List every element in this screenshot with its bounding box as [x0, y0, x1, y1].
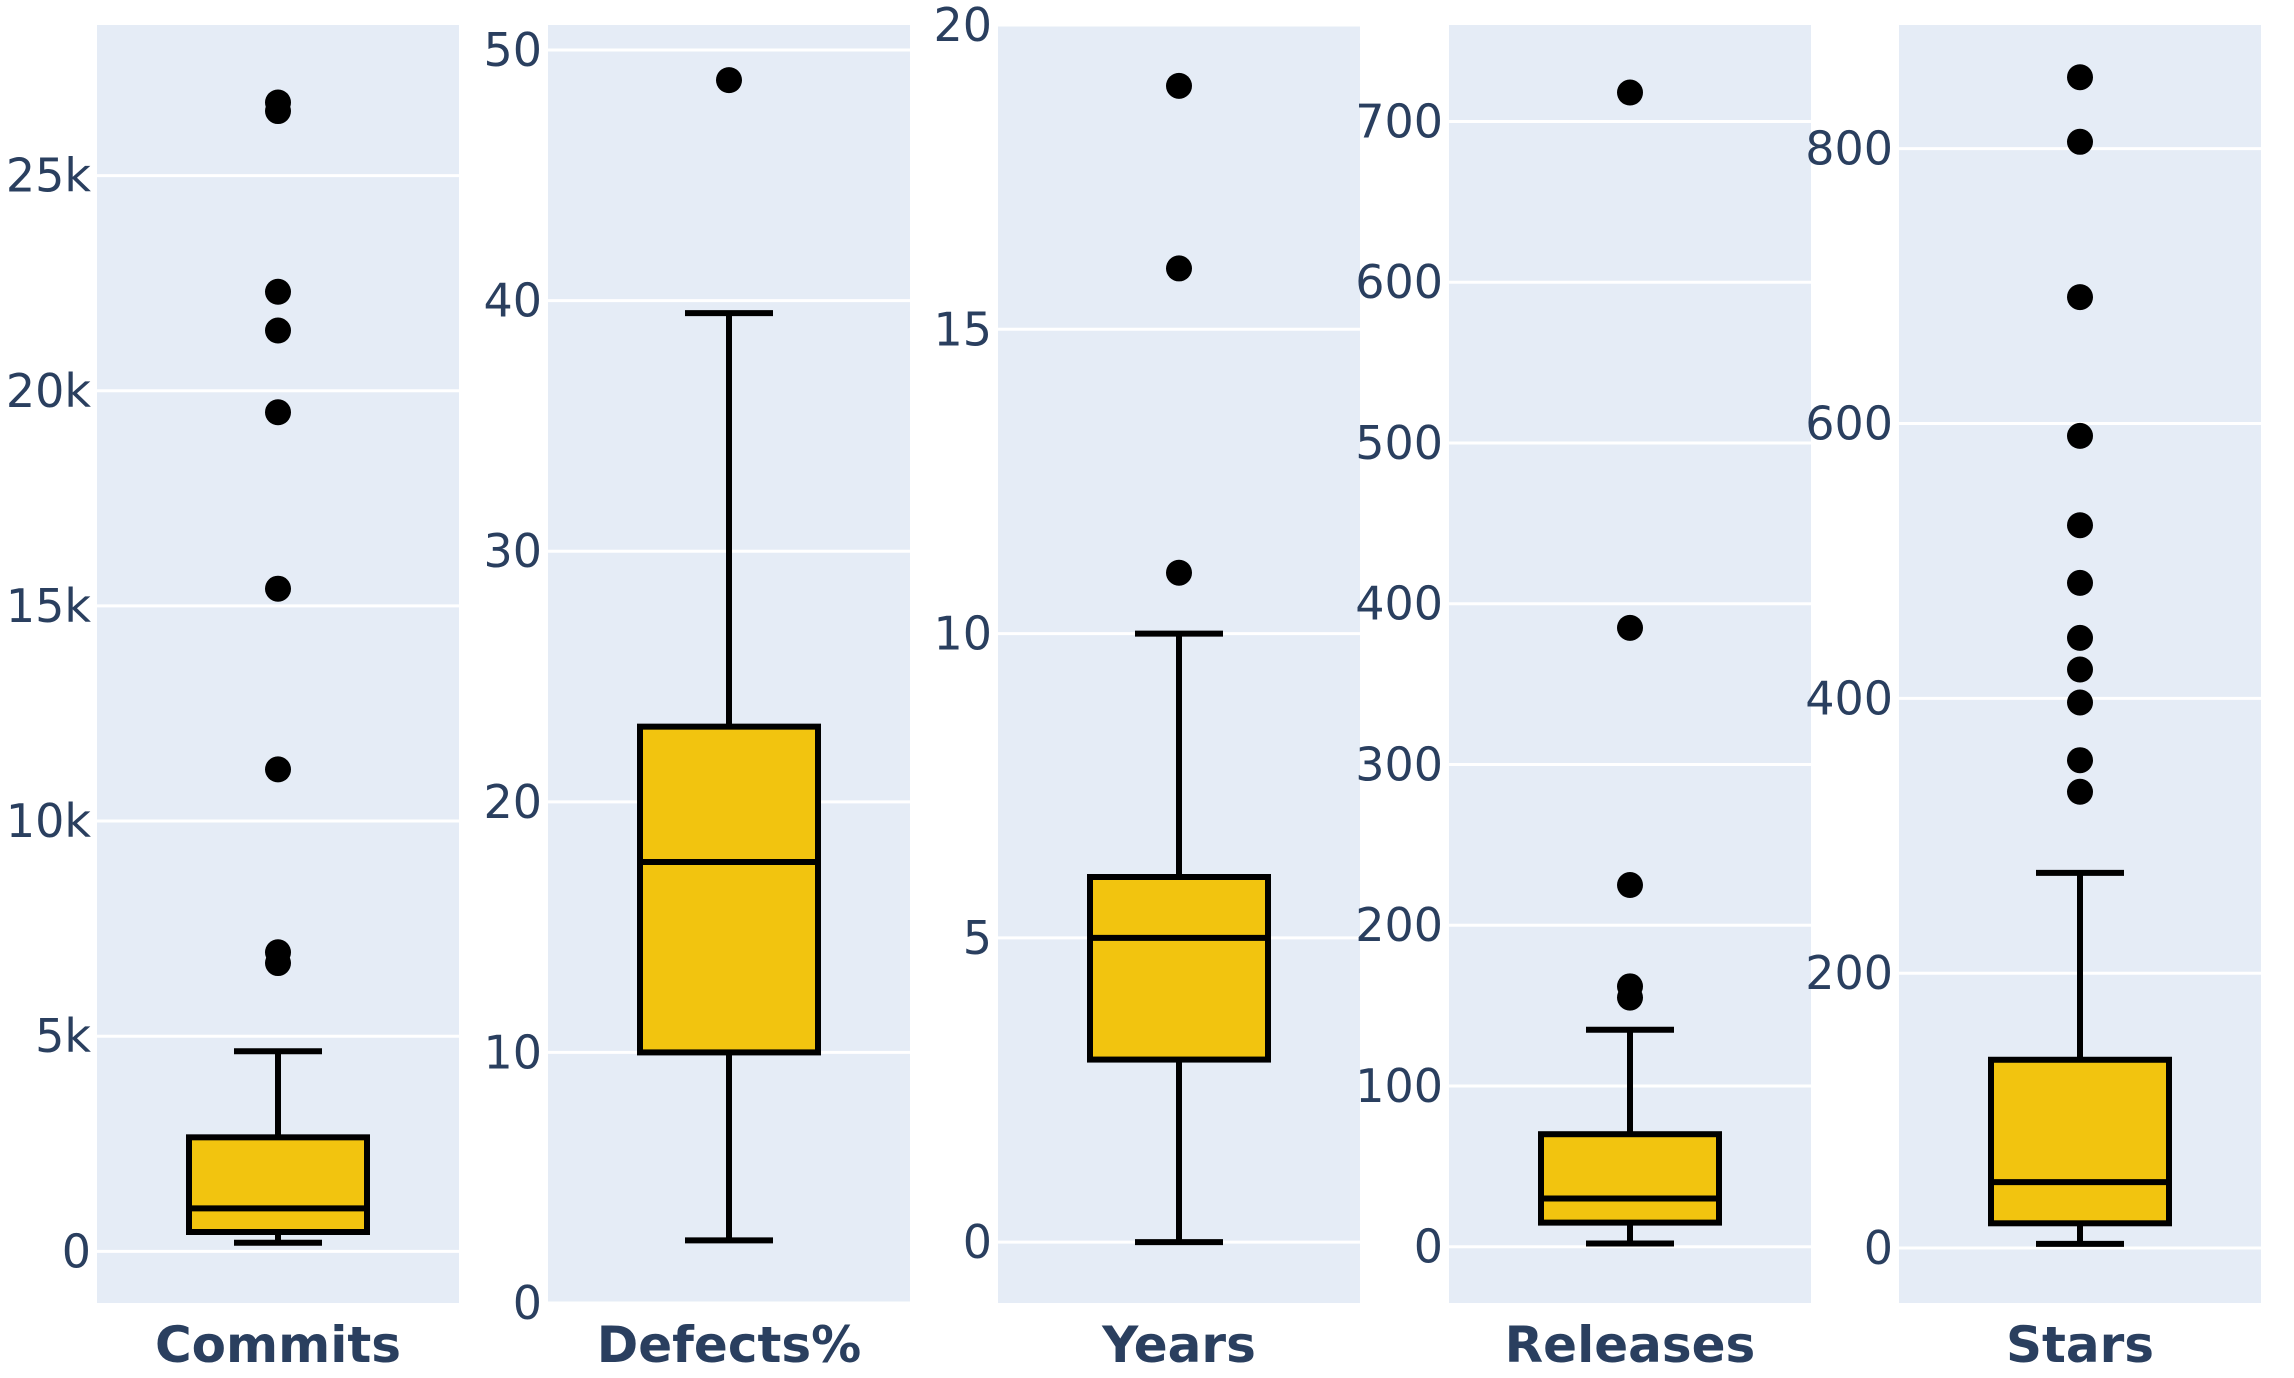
outlier-point-commits-8: [265, 89, 291, 116]
x-category-label-releases: Releases: [1505, 1316, 1756, 1374]
y-tick-label-releases-5: 500: [1355, 416, 1443, 470]
y-tick-label-years-4: 20: [933, 0, 992, 52]
outlier-point-stars-1: [2067, 747, 2093, 774]
outlier-point-stars-10: [2067, 64, 2093, 91]
y-tick-label-stars-0: 0: [1864, 1221, 1893, 1275]
outlier-point-commits-1: [265, 939, 291, 966]
x-category-label-years: Years: [1101, 1316, 1256, 1374]
outlier-point-stars-2: [2067, 689, 2093, 716]
y-tick-label-years-0: 0: [963, 1215, 992, 1269]
y-tick-label-commits-3: 15k: [6, 579, 92, 633]
y-tick-label-defects-2: 20: [483, 775, 542, 829]
y-tick-label-commits-4: 20k: [6, 364, 92, 418]
outlier-point-stars-4: [2067, 624, 2093, 651]
outlier-point-stars-7: [2067, 422, 2093, 449]
y-tick-label-years-1: 5: [963, 911, 992, 965]
x-category-label-commits: Commits: [155, 1316, 401, 1374]
y-tick-label-years-3: 15: [933, 302, 992, 356]
y-tick-label-releases-2: 200: [1355, 898, 1443, 952]
iqr-box-stars: [1988, 1056, 2172, 1227]
outlier-point-defects-0: [716, 67, 742, 94]
outlier-point-years-2: [1166, 72, 1192, 99]
iqr-box-defects: [637, 723, 821, 1056]
y-tick-label-defects-5: 50: [483, 23, 542, 77]
y-tick-label-years-2: 10: [933, 607, 992, 661]
y-tick-label-commits-5: 25k: [6, 149, 92, 203]
x-category-label-defects: Defects%: [597, 1316, 861, 1374]
y-tick-label-releases-0: 0: [1414, 1220, 1443, 1274]
outlier-point-commits-3: [265, 575, 291, 602]
y-tick-label-releases-3: 300: [1355, 737, 1443, 791]
outlier-point-stars-9: [2067, 128, 2093, 155]
outlier-point-commits-6: [265, 278, 291, 305]
outlier-point-stars-8: [2067, 284, 2093, 311]
y-tick-label-stars-2: 400: [1805, 671, 1893, 725]
y-tick-label-releases-7: 700: [1355, 94, 1443, 148]
outlier-point-stars-3: [2067, 656, 2093, 683]
outlier-point-releases-2: [1617, 872, 1643, 899]
outlier-point-stars-6: [2067, 512, 2093, 539]
outlier-point-releases-1: [1617, 973, 1643, 1000]
y-tick-label-commits-0: 0: [62, 1224, 91, 1278]
y-tick-label-defects-4: 40: [483, 274, 542, 328]
y-tick-label-defects-3: 30: [483, 524, 542, 578]
iqr-box-commits: [186, 1134, 370, 1236]
y-tick-label-defects-1: 10: [483, 1025, 542, 1079]
outlier-point-commits-4: [265, 399, 291, 426]
y-tick-label-releases-6: 600: [1355, 255, 1443, 309]
outlier-point-stars-5: [2067, 569, 2093, 596]
y-tick-label-defects-0: 0: [513, 1276, 542, 1330]
y-tick-label-stars-4: 800: [1805, 122, 1893, 176]
y-tick-label-stars-3: 600: [1805, 397, 1893, 451]
x-category-label-stars: Stars: [2006, 1316, 2154, 1374]
y-tick-label-commits-1: 5k: [35, 1009, 91, 1063]
y-tick-label-stars-1: 200: [1805, 946, 1893, 1000]
outlier-point-years-1: [1166, 255, 1192, 282]
outlier-point-releases-4: [1617, 79, 1643, 106]
iqr-box-releases: [1538, 1131, 1722, 1226]
y-tick-label-releases-1: 100: [1355, 1059, 1443, 1113]
outlier-point-stars-0: [2067, 778, 2093, 805]
y-tick-label-releases-4: 400: [1355, 577, 1443, 631]
outlier-point-releases-3: [1617, 614, 1643, 641]
y-tick-label-commits-2: 10k: [6, 794, 92, 848]
outlier-point-years-0: [1166, 559, 1192, 586]
outlier-point-commits-5: [265, 317, 291, 344]
iqr-box-years: [1087, 874, 1271, 1063]
outlier-point-commits-2: [265, 756, 291, 783]
